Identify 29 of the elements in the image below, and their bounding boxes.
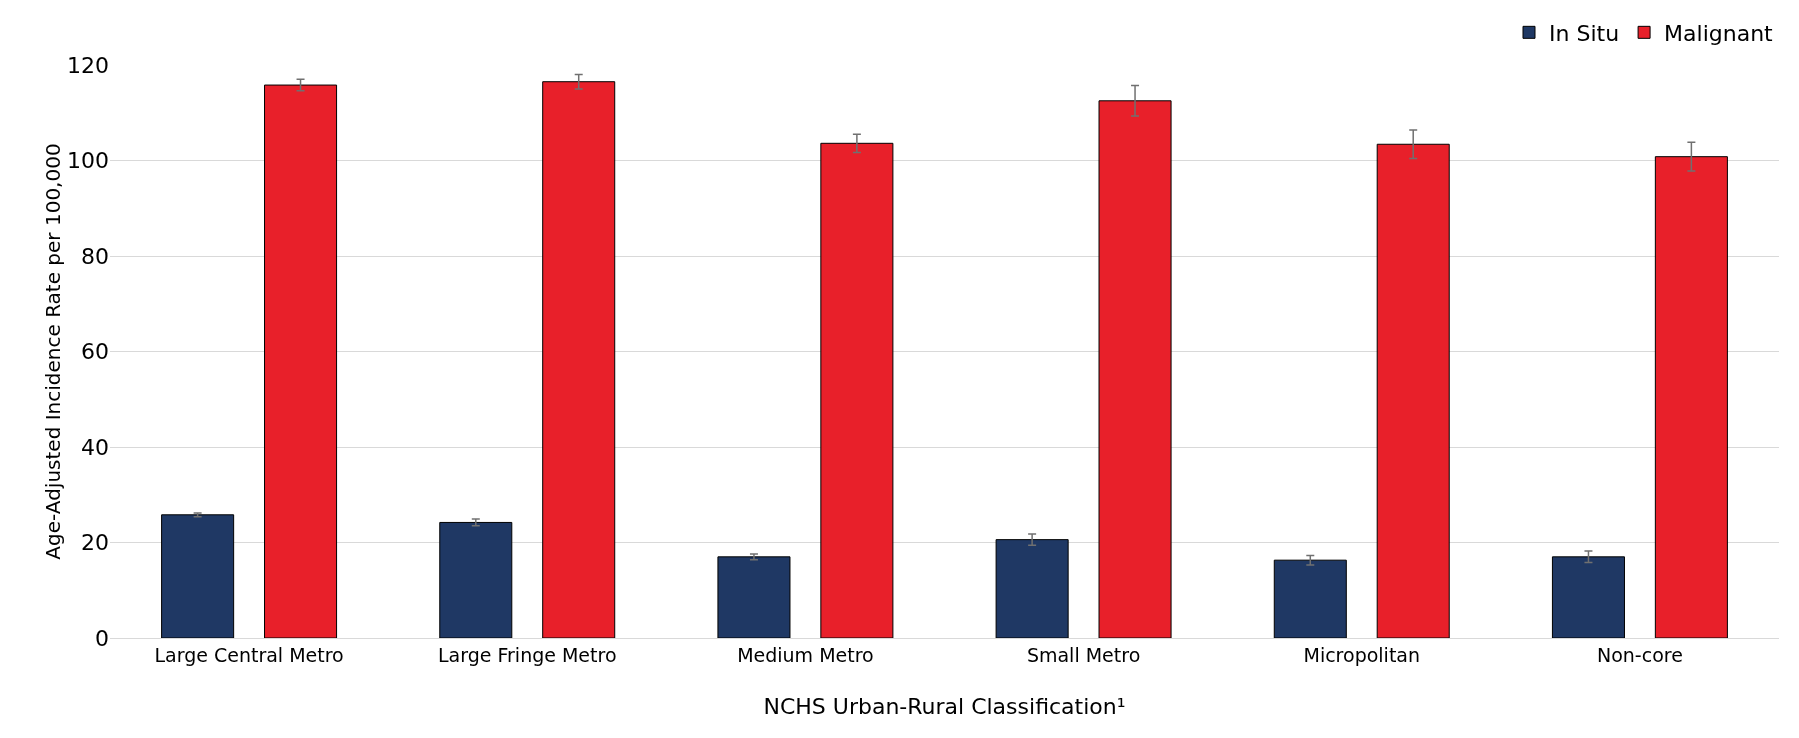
x-axis-title: NCHS Urban-Rural Classification¹	[763, 694, 1126, 719]
bar	[1654, 156, 1728, 638]
bar	[995, 539, 1069, 638]
y-tick-label: 80	[81, 243, 109, 269]
bar	[264, 84, 338, 638]
y-tick-label: 120	[67, 52, 109, 78]
legend-label: Malignant	[1664, 20, 1774, 46]
bar	[1098, 100, 1172, 638]
bar	[1376, 143, 1450, 638]
x-tick-label: Large Central Metro	[154, 643, 344, 666]
bar	[1551, 556, 1625, 638]
bar	[717, 556, 791, 638]
y-tick-label: 100	[67, 148, 109, 174]
x-tick-label: Medium Metro	[737, 643, 874, 666]
x-tick-label: Small Metro	[1026, 643, 1141, 666]
y-axis-title: Age-Adjusted Incidence Rate per 100,000	[41, 143, 65, 560]
legend-label: In Situ	[1549, 20, 1620, 46]
x-tick-label: Micropolitan	[1303, 643, 1421, 666]
x-tick-label: Large Fringe Metro	[437, 643, 617, 666]
y-tick-label: 40	[81, 434, 109, 460]
bar	[1273, 559, 1347, 638]
y-tick-label: 60	[81, 339, 109, 365]
bar	[161, 514, 235, 638]
y-tick-label: 20	[81, 530, 109, 556]
bar	[542, 81, 616, 638]
bar	[439, 521, 513, 638]
y-tick-label: 0	[95, 625, 109, 651]
x-tick-label: Non-core	[1596, 643, 1683, 666]
bar	[820, 142, 894, 638]
